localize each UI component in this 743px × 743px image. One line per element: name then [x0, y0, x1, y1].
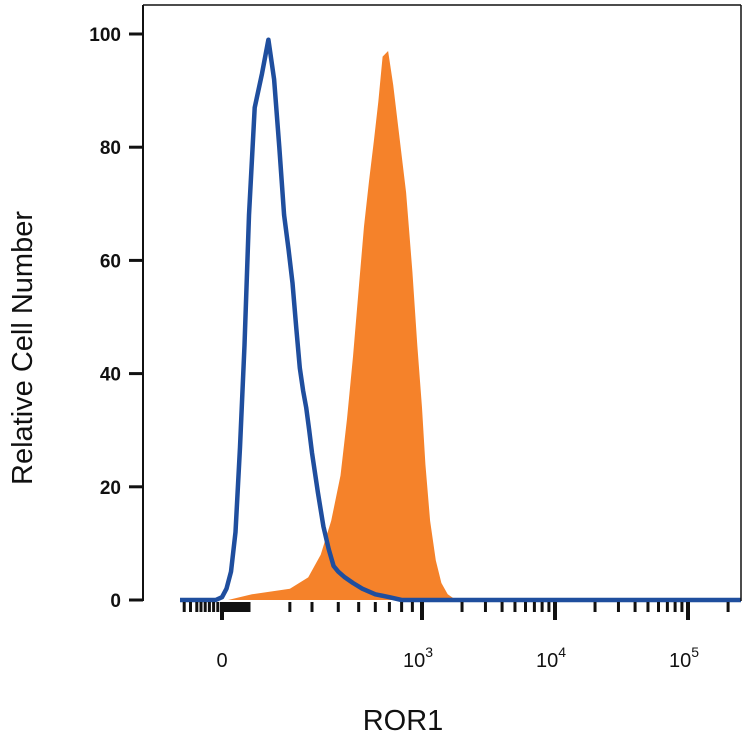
y-tick-label: 100 [89, 25, 121, 46]
axes-frame [142, 4, 742, 601]
filled-histogram-0 [180, 51, 741, 600]
x-tick-label: 104 [536, 644, 566, 672]
y-axis-title: Relative Cell Number [7, 211, 39, 485]
y-tick-label: 40 [100, 365, 121, 386]
x-tick-label: 103 [403, 644, 433, 672]
y-tick-label: 60 [100, 251, 121, 272]
x-axis-title: ROR1 [363, 705, 444, 737]
x-tick-label: 105 [669, 644, 699, 672]
x-tick-label: 0 [216, 650, 227, 672]
y-tick-label: 0 [110, 591, 121, 612]
y-tick-label: 80 [100, 138, 121, 159]
y-tick-label: 20 [100, 478, 121, 499]
line-histogram-1 [180, 37, 741, 603]
x-axis: 0 103 104 105 [182, 602, 730, 672]
plot-area [180, 37, 741, 603]
y-axis: 0 20 40 60 80 100 [89, 25, 143, 612]
